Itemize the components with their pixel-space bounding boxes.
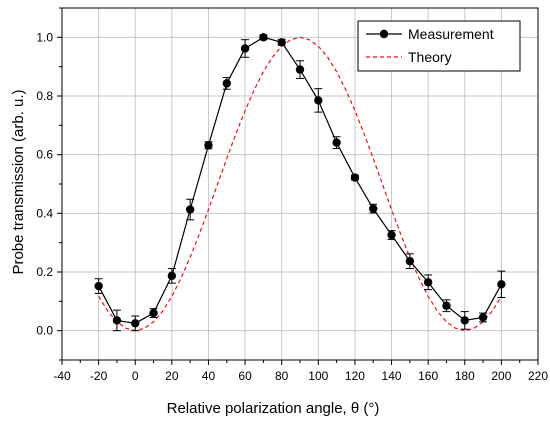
x-tick-label: 0 — [132, 369, 139, 383]
x-tick-label: -40 — [53, 369, 71, 383]
measurement-point — [423, 278, 433, 287]
legend: Measurement Theory — [357, 20, 521, 72]
measurement-point — [442, 301, 451, 310]
measurement-point — [167, 271, 177, 281]
measurement-point — [112, 316, 122, 325]
x-tick-label: 20 — [165, 369, 179, 383]
x-tick-label: -20 — [90, 369, 108, 383]
measurement-point — [332, 138, 341, 147]
theory-curve — [98, 36, 502, 332]
x-tick-label: 100 — [308, 369, 328, 383]
series-layer — [94, 33, 506, 332]
measurement-point — [149, 308, 158, 318]
measurement-point — [185, 205, 195, 214]
y-tick-label: 0.2 — [36, 265, 53, 279]
measurement-point — [240, 44, 250, 53]
measurement-point — [204, 141, 213, 150]
legend-marker-measurement — [379, 29, 389, 39]
x-tick-label: 140 — [382, 369, 402, 383]
x-tick-label: 180 — [455, 369, 475, 383]
y-tick-label: 0.8 — [36, 89, 53, 103]
measurement-point — [460, 316, 469, 325]
y-tick-label: 0.6 — [36, 148, 53, 162]
legend-box — [357, 20, 521, 72]
legend-label-measurement: Measurement — [408, 26, 494, 42]
x-tick-label: 160 — [418, 369, 438, 383]
y-tick-label: 0.0 — [36, 324, 53, 338]
x-axis-title: Relative polarization angle, θ (°) — [167, 400, 380, 417]
y-tick-label: 0.4 — [36, 206, 53, 220]
x-tick-label: 40 — [202, 369, 216, 383]
measurement-point — [259, 33, 268, 42]
measurement-point — [478, 313, 488, 322]
y-axis-title: Probe transmission (arb. u.) — [10, 89, 27, 274]
x-tick-label: 220 — [528, 369, 548, 383]
measurement-point — [497, 280, 506, 289]
measurement-point — [295, 65, 305, 74]
measurement-point — [405, 256, 415, 266]
measurement-point — [277, 38, 286, 47]
x-tick-label: 80 — [275, 369, 289, 383]
measurement-point — [369, 204, 378, 213]
measurement-point — [387, 230, 396, 240]
measurement-point — [94, 281, 103, 291]
measurement-line — [98, 36, 502, 324]
x-tick-label: 60 — [238, 369, 252, 383]
x-tick-label: 120 — [345, 369, 365, 383]
legend-label-theory: Theory — [408, 49, 452, 65]
measurement-point — [314, 96, 323, 105]
measurement-point — [222, 79, 231, 88]
measurement-point — [131, 319, 140, 328]
measurement-point — [350, 173, 360, 182]
x-tick-label: 200 — [491, 369, 511, 383]
axes: -40 -20 0 20 40 60 80 100 120 140 160 180 200 220 0.0 0… — [36, 7, 548, 383]
y-tick-label: 1.0 — [36, 30, 53, 44]
